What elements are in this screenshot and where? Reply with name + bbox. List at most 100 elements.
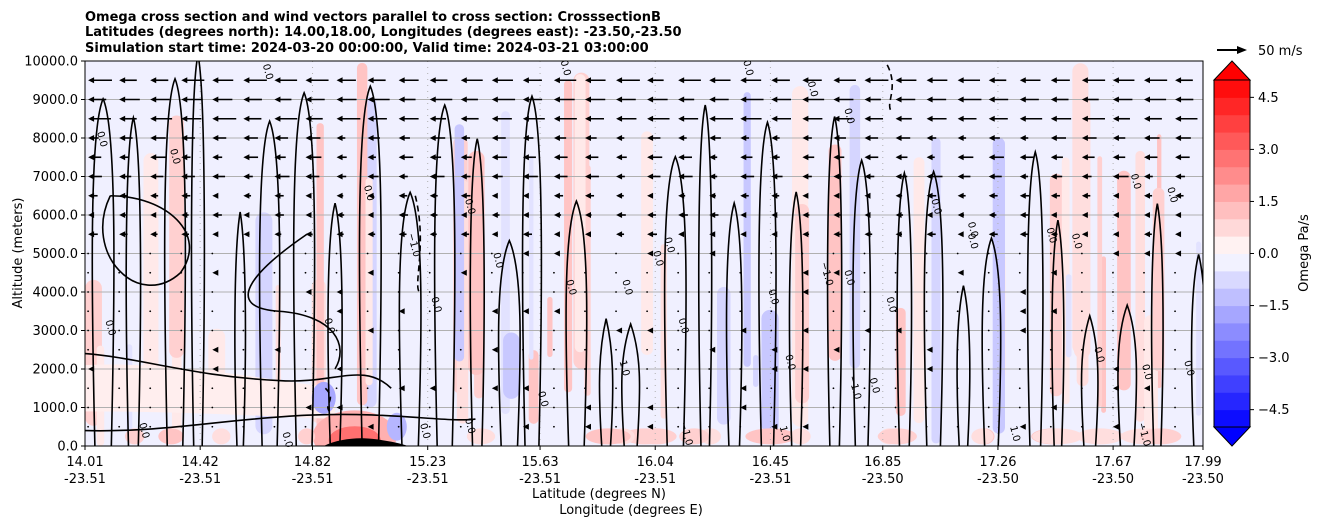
wind-vector-head [802,366,809,372]
contour-label: 0.0 [867,377,882,395]
wind-vector-head [1050,154,1057,161]
wind-vector [956,368,959,370]
wind-vector [863,291,866,293]
wind-vector-head [895,192,902,199]
wind-vector-head [491,192,498,199]
wind-vector [1143,271,1145,274]
omega-band [1196,241,1202,416]
wind-vector [1080,348,1083,351]
wind-vector [1112,348,1114,351]
wind-vector [273,368,276,370]
wind-vector [770,329,773,332]
wind-vector [925,310,928,313]
wind-vector-head [553,231,560,238]
wind-vector [1018,252,1021,255]
omega-band [208,328,226,380]
wind-vector-head [212,346,219,353]
wind-vector-head [491,173,498,180]
wind-vector-head [119,154,126,161]
wind-vector-head [678,77,685,84]
wind-vector [708,425,711,428]
wind-vector-head [833,212,840,218]
wind-vector [118,271,121,274]
wind-vector [242,271,245,274]
contour-label: 0.0 [558,59,573,77]
wind-vector [87,348,90,351]
zero-contour [1190,254,1203,446]
wind-vector-head [1050,192,1057,199]
zero-contour [788,191,804,446]
wind-vector [273,310,276,313]
contour-label: 0.0 [650,250,665,268]
wind-vector [677,310,680,313]
wind-vector-head [1019,423,1026,430]
wind-vector-head [460,115,467,122]
wind-vector-head [1019,154,1026,161]
x-tick-label-lon: -23.51 [749,472,791,487]
wind-vector [1143,406,1145,409]
x-tick-label-lat: 17.26 [979,455,1016,470]
wind-vector [242,291,245,293]
zero-contour [190,61,206,446]
wind-vector-head [212,366,219,372]
wind-vector [521,291,524,293]
wind-vector-head [709,77,716,84]
wind-vector-head [957,115,964,122]
wind-vector-head [926,96,933,103]
wind-vector-head [88,192,95,199]
wind-vector [211,425,214,428]
wind-vector-head [926,192,933,199]
wind-vector [366,252,369,255]
wind-vector-head [1081,173,1088,180]
wind-vector [242,310,245,313]
omega-band [641,131,653,355]
wind-vector [521,368,524,370]
wind-vector-head [367,192,374,199]
wind-vector [770,406,773,409]
wind-vector [180,329,183,332]
wind-vector-head [988,77,995,84]
omega-band [1152,187,1165,372]
wind-vector [863,368,866,370]
wind-vector [1018,387,1021,390]
omega-band [529,155,534,360]
contour-label: 0.0 [279,431,294,449]
contour-label: 0.0 [740,59,755,77]
chart-title: Omega cross section and wind vectors par… [85,10,682,56]
zero-contour [852,157,872,446]
wind-vector-head [957,96,964,103]
contour-labels: 0.00.00.00.00.00.00.00.0−1.00.00.00.00.0… [94,59,1196,449]
contour-label: 1.0 [617,359,632,377]
wind-vector [987,348,990,351]
wind-vector-head [181,231,188,238]
wind-vector [1018,406,1021,409]
wind-vector-head [1143,173,1150,180]
wind-vector [428,329,431,332]
wind-vector-head [1081,96,1088,103]
wind-vector-head [802,289,809,295]
wind-vector [1174,406,1176,409]
wind-vector [273,291,276,293]
omega-band [547,296,553,358]
wind-vector [118,406,121,409]
wind-vector-head [771,135,778,141]
wind-vector-head [988,212,995,218]
wind-vector-head [988,231,995,238]
x-tick-label-lon: -23.51 [179,472,221,487]
wind-vector-head [926,231,933,238]
wind-vector-head [1143,135,1150,141]
y-axis: 0.0 1000.0 2000.0 3000.0 4000.0 5000.0 6000.0 7… [24,55,85,455]
wind-vector [1049,291,1052,293]
wind-vector [956,310,959,313]
wind-vector [1049,329,1052,332]
wind-vector-head [678,135,685,141]
wind-vector-head [709,96,716,103]
wind-vector-head [553,250,560,257]
wind-vector [956,252,959,255]
x-tick-label-lat: 15.63 [521,455,558,470]
wind-vector [304,348,307,351]
wind-vector-head [616,135,623,141]
quiver-key: 50 m/s [1217,44,1303,59]
colorbar-tick-label: 1.5 [1258,195,1279,210]
wind-vector-head [1175,231,1182,238]
